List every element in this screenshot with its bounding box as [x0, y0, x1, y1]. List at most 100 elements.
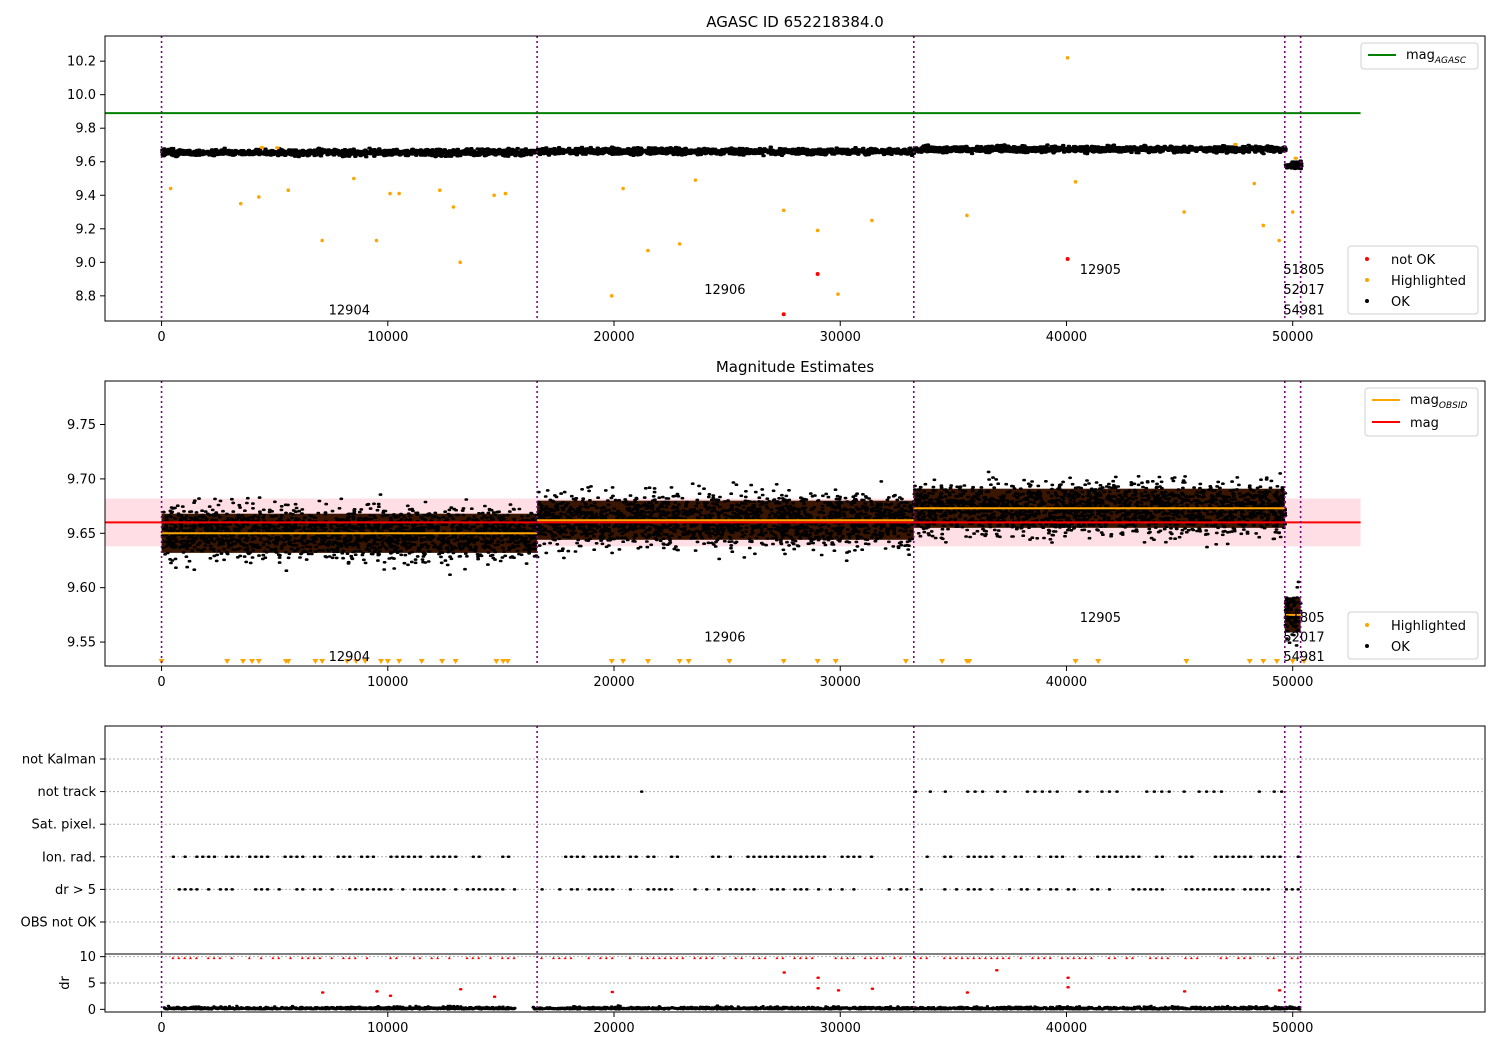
panel1-legend-bottom: not OK Highlighted OK	[1347, 245, 1479, 315]
highlighted-outlier-14	[609, 294, 614, 298]
p2-obsid-label-3: 51805	[1283, 611, 1324, 626]
p1-y-tick-label-2: 9.2	[75, 222, 96, 237]
low-marker-30	[902, 659, 909, 664]
low-marker-13	[384, 659, 391, 664]
p2-y-tick-label-2: 9.65	[67, 527, 96, 542]
dr-tick-label-2: 10	[79, 950, 96, 965]
low-marker-36	[1183, 659, 1190, 664]
p1-obsid-label-2: 12905	[1080, 263, 1121, 278]
low-marker-15	[418, 659, 425, 664]
low-marker-8	[319, 659, 326, 664]
p1-y-tick-label-0: 8.8	[75, 289, 96, 304]
legend2-ok-label: OK	[1391, 640, 1410, 655]
x-tick-label-0: 0	[157, 330, 165, 345]
low-marker-18	[493, 659, 500, 664]
low-marker-2	[240, 659, 246, 664]
p1-y-tick-label-6: 10.0	[67, 88, 96, 103]
x-tick-label-3: 30000	[820, 330, 861, 345]
highlighted-outlier-21	[836, 292, 840, 296]
panel2-frame	[104, 380, 1486, 667]
p2-obsid-label-4: 52017	[1283, 631, 1324, 646]
ok-points2-seg-1	[535, 480, 917, 562]
low-marker-33	[966, 659, 973, 664]
low-marker-24	[676, 659, 683, 664]
low-marker-17	[452, 659, 459, 664]
low-marker-21	[608, 659, 615, 664]
p2-y-tick-label-3: 9.70	[67, 472, 96, 487]
low-marker-1	[224, 659, 231, 664]
x-tick-label-2: 20000	[593, 675, 634, 690]
legend2-ok-marker	[1365, 644, 1369, 648]
panel2-legend-bottom: Highlighted OK	[1347, 611, 1479, 660]
low-marker-40	[1289, 659, 1296, 664]
x-tick-label-3: 30000	[820, 675, 861, 690]
svg-text:magAGASC: magAGASC	[1406, 48, 1467, 66]
x-tick-label-0: 0	[157, 675, 165, 690]
highlighted-outlier-1	[238, 201, 243, 206]
highlighted-outlier-30	[1290, 210, 1295, 214]
ok-points-seg-3	[1283, 159, 1304, 171]
p1-obsid-label-0: 12904	[329, 303, 370, 318]
legend-highlighted-label: Highlighted	[1391, 274, 1466, 289]
low-marker-34	[1072, 659, 1079, 664]
low-marker-12	[378, 659, 384, 664]
highlighted-outlier-26	[1182, 210, 1186, 214]
ok-points2-seg-0	[160, 493, 540, 576]
x-tick-label-5: 50000	[1272, 1021, 1313, 1036]
p1-y-tick-label-1: 9.0	[75, 256, 96, 271]
dr-axis-label: dr	[58, 976, 73, 990]
not-ok-point-1	[815, 272, 820, 277]
low-marker-22	[620, 659, 627, 664]
x-tick-label-1: 10000	[367, 330, 408, 345]
p2-obsid-label-5: 54981	[1283, 650, 1324, 665]
x-tick-label-4: 40000	[1046, 1021, 1087, 1036]
x-tick-label-2: 20000	[593, 1021, 634, 1036]
highlighted-outlier-19	[781, 208, 786, 213]
p2-y-tick-label-1: 9.60	[67, 581, 96, 596]
p1-obsid-label-5: 54981	[1283, 303, 1324, 318]
p1-obsid-label-3: 51805	[1283, 263, 1324, 278]
highlighted-outlier-28	[1261, 223, 1266, 228]
flag-label-4: dr > 5	[55, 883, 96, 898]
x-tick-label-5: 50000	[1272, 675, 1313, 690]
low-marker-26	[726, 659, 733, 664]
highlighted-outlier-29	[1277, 238, 1281, 243]
p1-y-tick-label-7: 10.2	[67, 55, 96, 70]
highlighted-outlier-3	[286, 188, 291, 193]
highlighted-outlier-18	[693, 178, 698, 182]
panel-flags: not Kalman not track Sat. pixel. Ion. rad. d…	[21, 725, 1486, 1036]
highlighted-outlier-27	[1252, 181, 1257, 186]
legend-mag2-label: mag	[1410, 416, 1439, 431]
low-marker-19	[500, 659, 507, 664]
low-marker-35	[1095, 659, 1102, 664]
x-tick-label-4: 40000	[1046, 675, 1087, 690]
dr-tick-label-0: 0	[88, 1003, 96, 1018]
not-ok-point-0	[781, 312, 786, 317]
not-ok-point-2	[1065, 256, 1070, 261]
x-tick-label-3: 30000	[820, 1021, 861, 1036]
highlighted-outlier-6	[374, 238, 379, 243]
highlighted-outlier-2	[257, 195, 261, 199]
low-marker-41	[1301, 659, 1308, 664]
legend-not-ok-marker	[1365, 257, 1369, 261]
highlighted-outlier-20	[815, 228, 820, 233]
p1-y-tick-label-3: 9.4	[75, 189, 96, 204]
highlighted-outlier-25	[1073, 180, 1078, 184]
legend-not-ok-label: not OK	[1391, 253, 1436, 268]
panel1-legend-top: magAGASC	[1360, 42, 1479, 70]
low-marker-27	[780, 659, 787, 664]
low-marker-39	[1273, 659, 1280, 664]
legend2-highlighted-label: Highlighted	[1391, 619, 1466, 634]
low-marker-25	[685, 659, 692, 664]
highlighted-outlier-22	[870, 218, 874, 223]
ok-points-seg-0	[160, 146, 541, 159]
low-marker-3	[249, 659, 256, 664]
x-tick-label-2: 20000	[593, 330, 634, 345]
highlighted-outlier-5	[352, 176, 356, 181]
highlighted-outlier-12	[492, 193, 496, 198]
dr-low-points	[162, 1004, 1302, 1011]
low-marker-6	[285, 659, 292, 664]
legend-mag-sub: AGASC	[1434, 56, 1467, 66]
highlighted-outlier-15	[621, 186, 625, 191]
